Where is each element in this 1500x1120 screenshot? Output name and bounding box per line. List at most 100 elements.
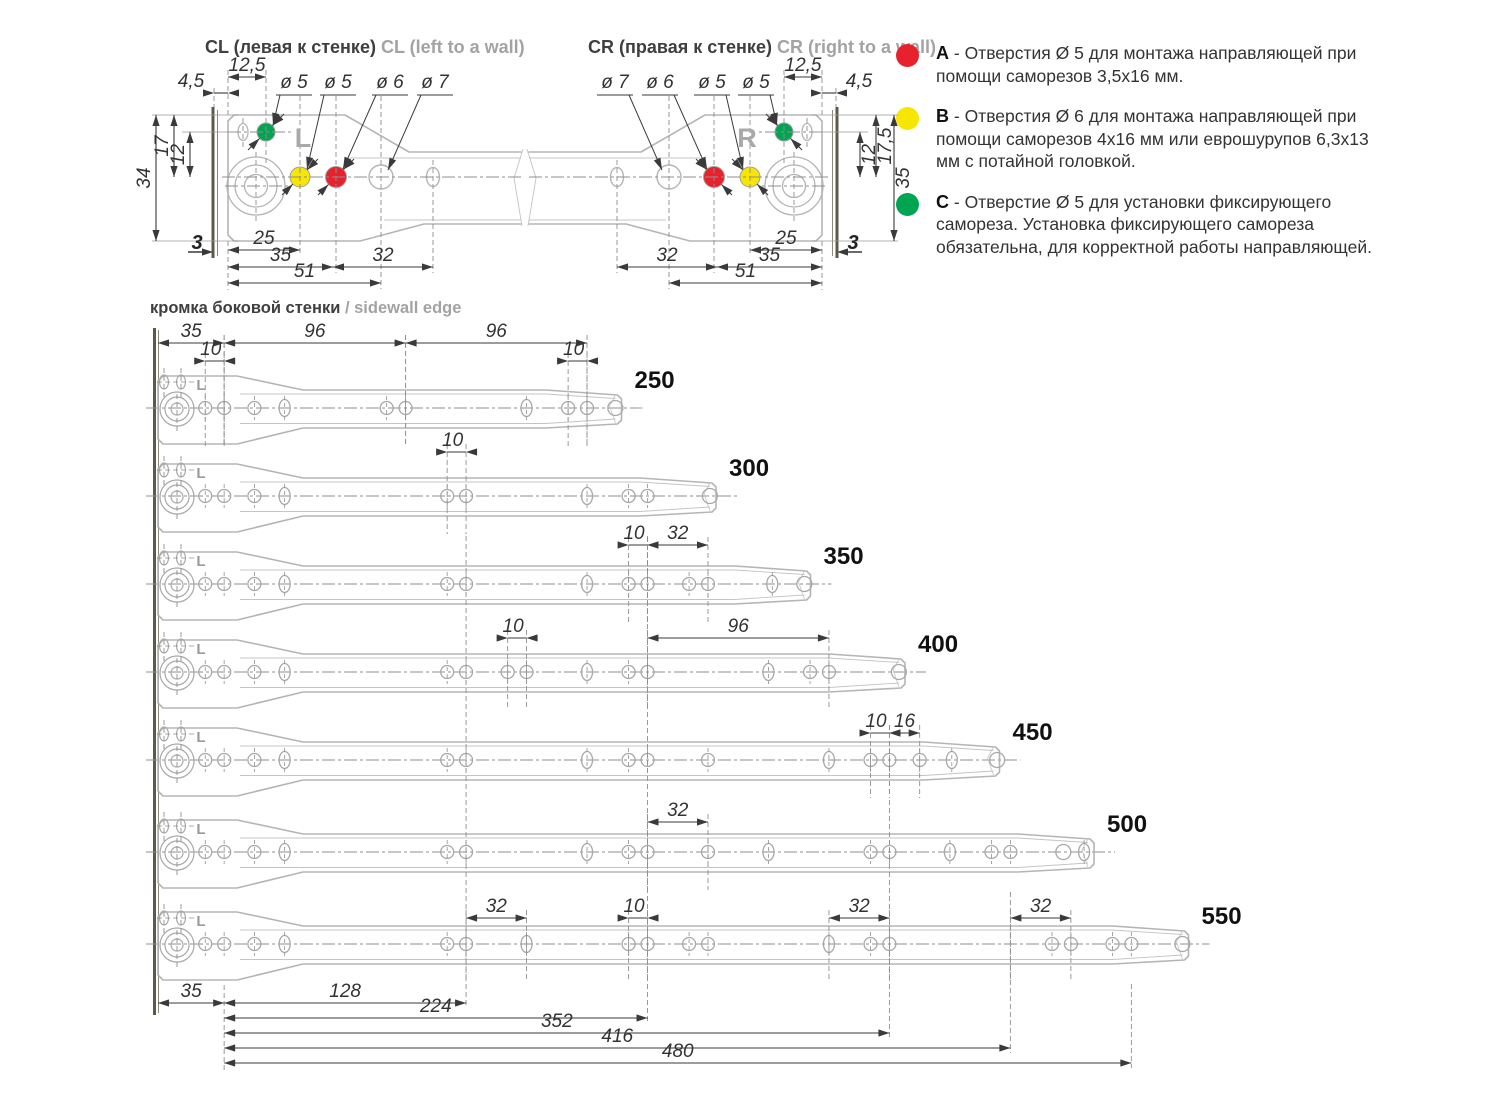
dim-label: 480 — [662, 1041, 694, 1062]
legend-letter-c: C — [936, 191, 949, 212]
dim-label: 10 — [563, 339, 585, 360]
roller-cup — [243, 173, 269, 199]
cr-title-ru: CR (правая к стенке) — [588, 37, 772, 57]
mount-hole — [700, 752, 716, 768]
cl-diagram-title: CL (левая к стенке) CL (left to a wall) — [205, 37, 525, 58]
plain-hole — [989, 751, 1006, 769]
cl-title-ru: CL (левая к стенке) — [205, 37, 376, 57]
roller-cup — [164, 660, 190, 686]
roller-cup — [164, 748, 190, 774]
mount-hole — [1044, 936, 1060, 952]
dim-label: 32 — [667, 800, 689, 821]
dim-label: 35 — [270, 245, 292, 266]
dim-label: 32 — [849, 896, 871, 917]
sidewall-edge-label-ru: кромка боковой стенки — [150, 299, 341, 317]
roller-cup — [164, 840, 190, 866]
dim-label: L — [196, 553, 205, 570]
mount-hole — [440, 664, 455, 680]
dim-label: 17,5 — [875, 127, 896, 164]
mount-hole — [247, 576, 262, 592]
dim-label: 550 — [1202, 903, 1242, 930]
mount-hole — [440, 936, 455, 952]
dim-label: 32 — [372, 245, 394, 266]
mount-hole — [247, 664, 262, 680]
dim-label: L — [196, 377, 205, 394]
dim-label: 224 — [419, 996, 452, 1017]
slide-row-500: 32 500 L — [146, 800, 1147, 890]
dim-label: 12 — [859, 144, 880, 166]
dim-label: 32 — [667, 523, 689, 544]
mount-hole — [440, 752, 455, 768]
green-dot-icon — [896, 192, 919, 216]
dim-label: 3 — [847, 232, 858, 254]
mount-hole — [984, 844, 999, 860]
dim-label: 10 — [623, 896, 645, 917]
dim-label: ø 5 — [280, 72, 308, 93]
dim-label: ø 7 — [601, 72, 630, 93]
dim-label: ø 7 — [421, 72, 450, 93]
dim-label: R — [737, 123, 757, 153]
mount-hole — [198, 844, 213, 860]
legend-item-a: A - Отверстия Ø 5 для монтажа направляющ… — [896, 42, 1382, 87]
legend-text-a: - Отверстия Ø 5 для монтажа направляющей… — [936, 43, 1357, 86]
slide-row-250: 35 96 96 10 10 250 L — [146, 321, 675, 446]
dim-label: 4,5 — [178, 71, 205, 92]
dim-label: 35 — [759, 245, 781, 266]
dim-label: ø 5 — [324, 72, 352, 93]
dim-label: 10 — [623, 523, 645, 544]
mount-hole — [681, 576, 697, 592]
dim-label: 25 — [252, 228, 275, 249]
slide-row-450: 10 16 450 L — [146, 711, 1053, 798]
mount-hole — [1003, 844, 1018, 860]
dim-label: 32 — [1030, 896, 1052, 917]
plain-hole — [796, 575, 813, 593]
mount-hole — [621, 844, 636, 860]
slide-row-550: 32 10 32 32 550 L — [146, 896, 1242, 982]
sidewall-edge-label: кромка боковой стенки / sidewall edge — [150, 299, 461, 318]
plain-hole — [890, 663, 908, 681]
mount-hole — [440, 844, 455, 860]
dim-label: 32 — [656, 245, 678, 266]
mount-hole — [640, 488, 655, 504]
mount-hole — [247, 752, 262, 768]
dim-label: L — [295, 123, 312, 153]
mount-hole — [621, 488, 636, 504]
yellow-dot-icon — [896, 107, 919, 130]
dim-label: 10 — [503, 616, 525, 637]
mount-hole — [621, 752, 636, 768]
mount-hole — [247, 936, 262, 952]
dim-label: 17 — [152, 134, 173, 157]
mount-hole — [247, 488, 262, 504]
mount-hole — [863, 936, 878, 952]
mount-hole — [216, 844, 232, 860]
mount-hole — [198, 664, 213, 680]
dim-label: 350 — [824, 543, 864, 570]
red-dot-icon — [896, 44, 919, 67]
legend-item-b: B - Отверстия Ø 6 для монтажа направляющ… — [896, 105, 1382, 173]
slide-row-400: 10 96 400 L — [146, 616, 958, 710]
dim-label: 96 — [728, 616, 750, 637]
dim-label: L — [196, 821, 205, 838]
mount-hole — [216, 936, 232, 952]
dim-label: ø 6 — [646, 72, 674, 93]
dim-label: 51 — [294, 261, 315, 282]
chain-dims: 35 128 224 352 416 480 — [158, 536, 1132, 1072]
mount-hole — [247, 400, 262, 416]
dim-label: 352 — [541, 1011, 573, 1032]
dim-label: 250 — [635, 367, 675, 394]
dim-label: 16 — [894, 711, 916, 732]
dim-label: L — [196, 465, 205, 482]
legend-letter-b: B — [936, 106, 949, 126]
dim-label: 12 — [168, 144, 189, 166]
mount-hole — [681, 936, 697, 952]
cl-title-en: CL (left to a wall) — [380, 37, 525, 57]
mount-hole — [216, 488, 232, 504]
dim-label: 300 — [729, 455, 769, 482]
dim-label: 10 — [442, 430, 464, 451]
mount-hole — [700, 936, 716, 952]
legend-text-b: - Отверстия Ø 6 для монтажа направляющей… — [936, 106, 1369, 171]
